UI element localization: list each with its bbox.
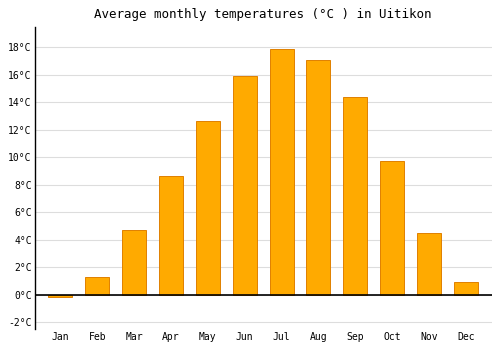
Bar [344,97,367,295]
Bar [196,121,220,295]
Bar [270,49,293,295]
Bar [232,76,256,295]
Title: Average monthly temperatures (°C ) in Uitikon: Average monthly temperatures (°C ) in Ui… [94,8,432,21]
Bar [48,295,72,297]
Bar [454,282,478,295]
Bar [380,161,404,295]
Bar [417,233,441,295]
Bar [306,60,330,295]
Bar [122,230,146,295]
Bar [86,277,110,295]
Bar [159,176,183,295]
